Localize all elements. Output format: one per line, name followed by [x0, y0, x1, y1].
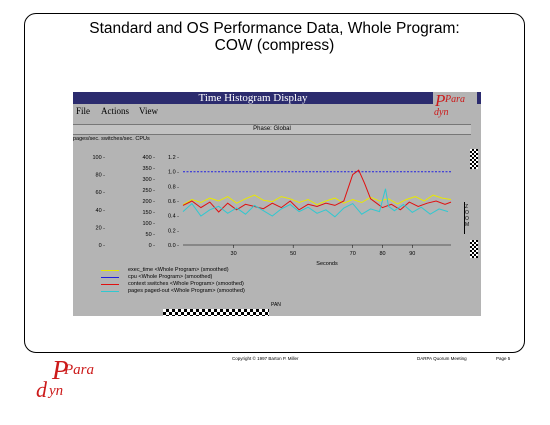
- y-tick-label: 40 -: [96, 208, 106, 214]
- zoom-label: Z O O M: [465, 204, 470, 228]
- legend-label: cpu <Whole Program> (smoothed): [128, 274, 213, 280]
- y-tick-label: 0.6 -: [168, 199, 179, 205]
- window-titlebar[interactable]: Time Histogram Display: [73, 92, 481, 104]
- logo-dyn-text: dyn: [434, 107, 449, 118]
- y-tick-label: 400 -: [142, 155, 155, 161]
- x-tick-label: 80: [379, 251, 385, 257]
- y-tick-label: 0.0 -: [168, 243, 179, 249]
- y-tick-label: 60 -: [96, 190, 106, 196]
- pan-scroll-handle[interactable]: [163, 309, 269, 316]
- legend-label: context switches <Whole Program> (smooth…: [128, 281, 244, 287]
- y-tick-label: 200 -: [142, 199, 155, 205]
- series-line-2: [182, 169, 452, 213]
- y-tick-label: 100 -: [92, 155, 105, 161]
- y-tick-label: 80 -: [96, 173, 106, 179]
- y-tick-label: 150 -: [142, 210, 155, 216]
- legend-swatch: [101, 277, 119, 278]
- footer-page-number: Page 5: [496, 356, 511, 361]
- y-tick-label: 300 -: [142, 177, 155, 183]
- menu-bar: File Actions View: [73, 104, 481, 118]
- big-logo-para: Para: [64, 362, 94, 378]
- legend-swatch: [101, 270, 119, 271]
- slide-frame: [24, 13, 525, 353]
- legend-swatch: [101, 284, 119, 285]
- x-tick-label: 50: [290, 251, 296, 257]
- vertical-scroll-handle-lower[interactable]: [470, 240, 478, 258]
- footer-talk-title: DARPA Quorum Meeting: [417, 356, 467, 361]
- x-axis-label: Seconds: [316, 261, 338, 267]
- series-line-3: [182, 188, 449, 218]
- y-tick-label: 20 -: [96, 225, 106, 231]
- paradyn-logo: P Para d yn: [36, 355, 94, 402]
- y-tick-label: 100 -: [142, 221, 155, 227]
- phase-bar: Phase: Global: [73, 124, 471, 135]
- slide-title-line1: Standard and OS Performance Data, Whole …: [89, 20, 460, 37]
- footer-copyright: Copyright © 1997 Barton P. Miller: [232, 356, 299, 361]
- slide-title: Standard and OS Performance Data, Whole …: [24, 20, 525, 54]
- y-tick-label: 50 -: [146, 232, 156, 238]
- slide-title-line2: COW (compress): [214, 37, 335, 54]
- zoom-slider-track[interactable]: [464, 202, 465, 234]
- histogram-plot: 0 - 20 - 40 - 60 - 80 - 100 - 0 - 50 - 100 - 150 …: [92, 155, 452, 267]
- series-line-0: [182, 194, 452, 206]
- y-tick-label: 1.0 -: [168, 170, 179, 176]
- menu-view[interactable]: View: [139, 106, 158, 116]
- y-tick-label: 0 -: [99, 243, 106, 249]
- paradyn-logo-small: P Para dyn: [433, 91, 477, 122]
- y-tick-label: 250 -: [142, 188, 155, 194]
- legend-swatch: [101, 291, 119, 292]
- phase-label: Phase: Global: [253, 126, 291, 132]
- y-tick-label: 0.2 -: [168, 228, 179, 234]
- y-tick-label: 350 -: [142, 166, 155, 172]
- y-tick-label: 0.4 -: [168, 214, 179, 220]
- y-tick-label: 1.2 -: [168, 155, 179, 161]
- legend-label: pages paged-out <Whole Program> (smoothe…: [128, 288, 245, 294]
- logo-para-text: Para: [445, 94, 465, 105]
- legend-label: exec_time <Whole Program> (smoothed): [128, 267, 229, 273]
- x-tick-label: 90: [409, 251, 415, 257]
- x-tick-label: 30: [231, 251, 237, 257]
- y-tick-label: 0 -: [149, 243, 156, 249]
- y-tick-label: 0.8 -: [168, 184, 179, 190]
- x-tick-label: 70: [350, 251, 356, 257]
- menu-file[interactable]: File: [76, 106, 91, 116]
- axis-headers: pages/sec. switches/sec. CPUs: [73, 136, 150, 142]
- pan-label: PAN: [271, 302, 281, 308]
- vertical-scroll-handle[interactable]: [470, 149, 478, 169]
- menu-actions[interactable]: Actions: [101, 106, 129, 116]
- time-histogram-window: Time Histogram Display File Actions View…: [73, 91, 481, 316]
- window-title: Time Histogram Display: [198, 92, 308, 104]
